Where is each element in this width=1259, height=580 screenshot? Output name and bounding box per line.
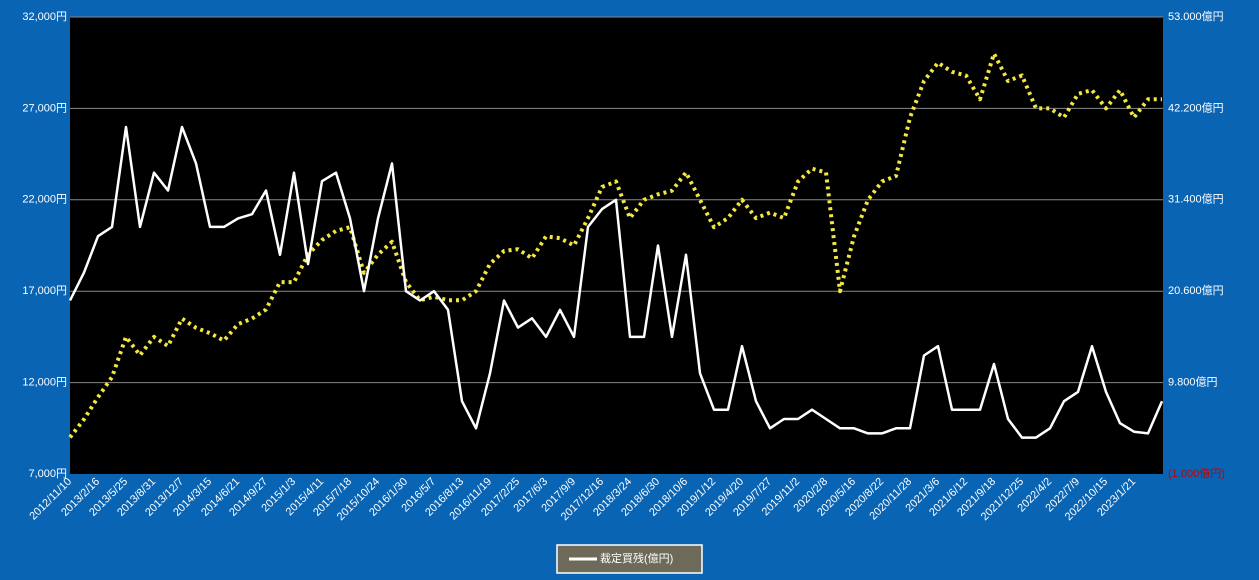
series-line: [68, 51, 1162, 439]
y-tick-label: 27,000円: [22, 102, 67, 114]
y2-tick-label: 53.000億円: [1168, 10, 1224, 23]
series-line: [68, 125, 1164, 439]
y2-tick-label: (1.000億円): [1168, 467, 1225, 480]
y-tick-label: 22,000円: [22, 194, 67, 206]
y-tick-label: 12,000円: [22, 377, 67, 389]
y-tick-label: 17,000円: [22, 285, 67, 297]
plot-area: [70, 17, 1163, 474]
y2-tick-label: 42.200億円: [1168, 101, 1224, 114]
y-tick-label: 32,000円: [22, 11, 67, 23]
y-tick-label: 7,000円: [28, 468, 67, 480]
y2-tick-label: 9.800億円: [1168, 376, 1218, 389]
legend-label: 裁定買残(億円): [600, 551, 673, 565]
y2-tick-label: 31.400億円: [1168, 193, 1224, 206]
y2-tick-label: 20.600億円: [1168, 284, 1224, 297]
